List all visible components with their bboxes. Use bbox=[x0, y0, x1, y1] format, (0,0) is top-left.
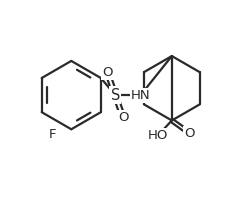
Text: O: O bbox=[184, 127, 195, 140]
Text: HN: HN bbox=[131, 89, 150, 102]
Text: O: O bbox=[102, 66, 113, 79]
Text: S: S bbox=[111, 88, 120, 103]
Text: HO: HO bbox=[148, 129, 168, 142]
Text: O: O bbox=[118, 111, 128, 124]
Text: F: F bbox=[49, 128, 56, 141]
